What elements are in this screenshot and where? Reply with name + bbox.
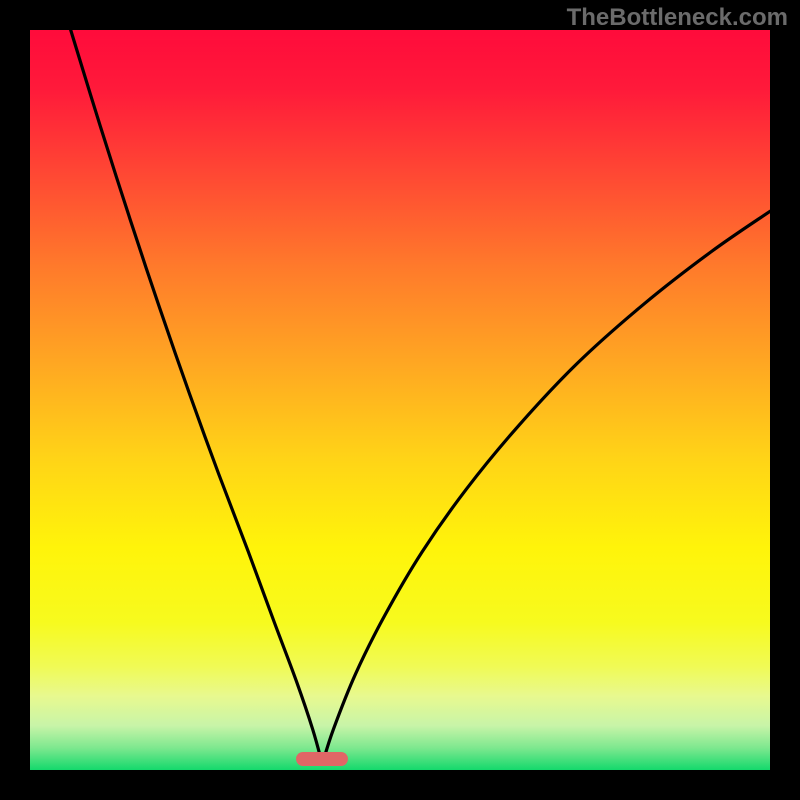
optimal-marker <box>296 752 348 766</box>
plot-area <box>30 30 770 770</box>
chart-container: TheBottleneck.com <box>0 0 800 800</box>
bottleneck-curve <box>30 30 770 770</box>
curve-left-branch <box>71 30 323 764</box>
watermark-text: TheBottleneck.com <box>567 4 788 32</box>
curve-right-branch <box>322 211 770 764</box>
